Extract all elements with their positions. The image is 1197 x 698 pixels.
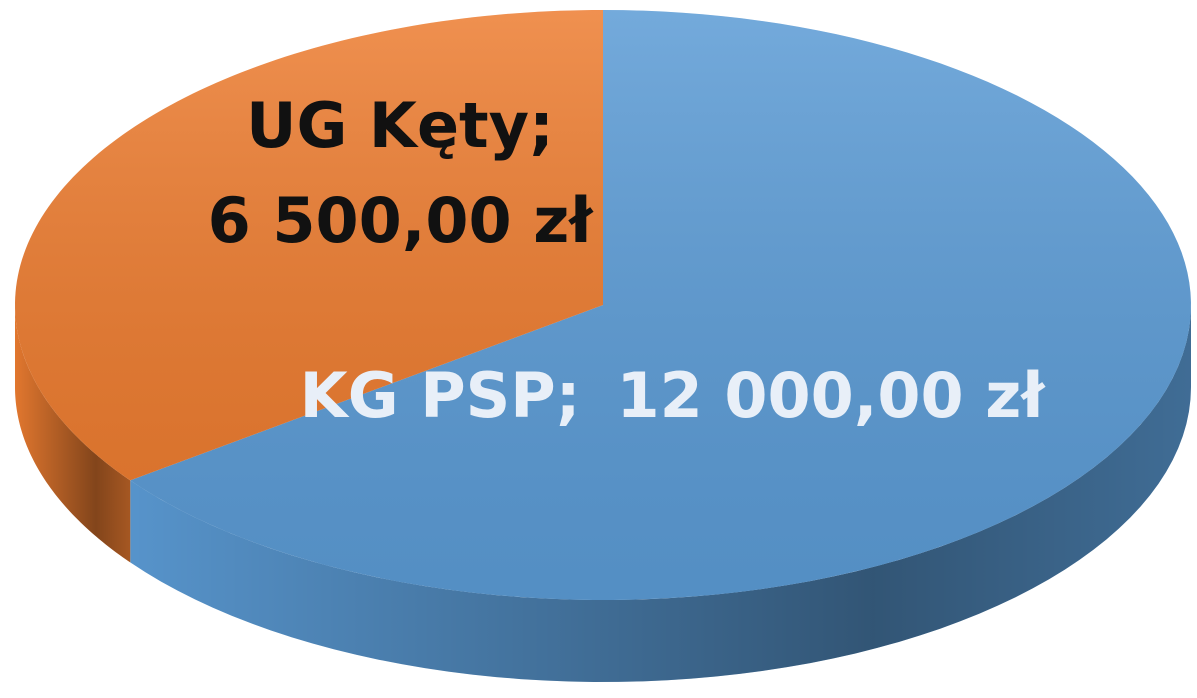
- pie-side-shade: [130, 305, 1191, 682]
- value-label: 12 000,00 zł: [617, 359, 1047, 432]
- data-label: UG Kęty;: [246, 89, 554, 162]
- pie-slice-shade: [15, 10, 604, 481]
- data-label: KG PSP; 12 000,00 zł: [300, 359, 1047, 432]
- data-labels: KG PSP; 12 000,00 zł UG Kęty; 6 500,00 zł: [208, 89, 1047, 432]
- pie-sides: [15, 305, 1191, 682]
- pie-slice-shade: [130, 10, 1191, 600]
- value-label: 6 500,00 zł: [208, 184, 595, 257]
- category-name: UG Kęty: [246, 89, 529, 162]
- pie-side-shade: [15, 305, 131, 563]
- label-separator: ;: [529, 89, 554, 162]
- category-name: KG PSP: [300, 359, 556, 432]
- label-separator: ;: [556, 359, 581, 432]
- pie-tops: [15, 10, 1191, 600]
